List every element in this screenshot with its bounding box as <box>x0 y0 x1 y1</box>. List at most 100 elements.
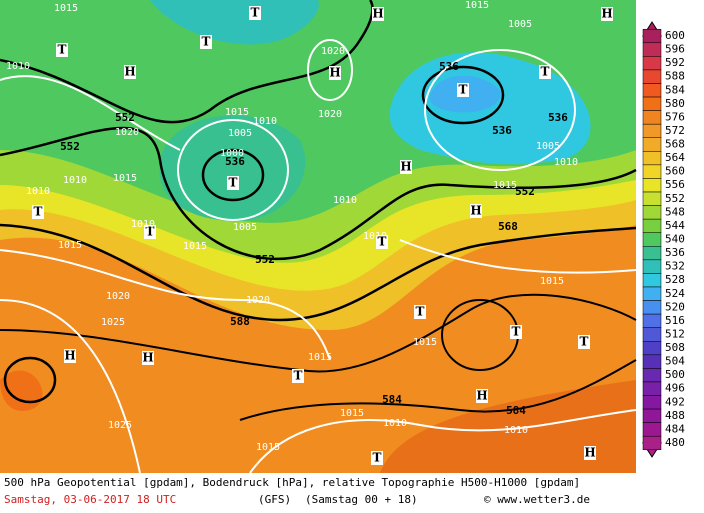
colorbar-swatch <box>642 123 662 139</box>
pressure-center: T <box>146 225 155 239</box>
pressure-center: H <box>142 351 153 365</box>
isobar-label: 1005 <box>508 19 532 30</box>
geopotential-label: 536 <box>439 60 459 73</box>
pressure-center: H <box>372 7 383 21</box>
geopotential-label: 552 <box>255 253 275 266</box>
isobar-label: 1015 <box>308 352 332 363</box>
isobar-label: 1010 <box>363 231 387 242</box>
colorbar-label: 524 <box>665 287 685 300</box>
geopotential-label: 588 <box>230 315 250 328</box>
colorbar-swatch <box>642 137 662 152</box>
colorbar-swatch <box>642 300 662 315</box>
pressure-center-box <box>457 83 469 97</box>
pressure-center: T <box>512 325 521 339</box>
pressure-center-box <box>376 235 388 249</box>
pressure-center: H <box>64 349 75 363</box>
pressure-center: T <box>229 176 238 190</box>
pressure-center: H <box>329 66 340 80</box>
pressure-center-box <box>578 335 590 349</box>
colorbar-swatch <box>642 341 662 356</box>
pressure-center: H <box>476 389 487 403</box>
isobar-label: 1015 <box>540 276 564 287</box>
isobar-label: 1015 <box>58 240 82 251</box>
colorbar-swatch <box>642 218 662 233</box>
pressure-center-box <box>142 351 154 365</box>
pressure-center: T <box>459 83 468 97</box>
isobar-label: 1020 <box>115 127 139 138</box>
colorbar-swatch <box>642 408 662 423</box>
colorbar-swatch <box>642 286 662 301</box>
geopotential-label: 536 <box>492 124 512 137</box>
colorbar-swatch <box>642 368 662 383</box>
colorbar-label: 492 <box>665 395 685 408</box>
colorbar-label: 480 <box>665 436 685 449</box>
pressure-center: H <box>400 160 411 174</box>
colorbar-label: 568 <box>665 138 685 151</box>
footer-model: (GFS) <box>258 493 291 506</box>
isobar-label: 1010 <box>554 157 578 168</box>
isobar-label: 1010 <box>6 61 30 72</box>
isobar-label: 1015 <box>225 107 249 118</box>
pressure-center-box <box>32 205 44 219</box>
colorbar-label: 572 <box>665 124 685 137</box>
colorbar-swatch <box>642 313 662 328</box>
isobar-label: 1005 <box>228 128 252 139</box>
geopotential-label: 552 <box>60 140 80 153</box>
colorbar-label: 564 <box>665 151 685 164</box>
colorbar-label: 592 <box>665 56 685 69</box>
pressure-center: T <box>202 35 211 49</box>
isobar-label: 1020 <box>318 109 342 120</box>
colorbar-swatch <box>642 435 662 451</box>
pressure-center-box <box>56 43 68 57</box>
pressure-center-box <box>227 176 239 190</box>
pressure-center: T <box>373 451 382 465</box>
isobar-label: 1025 <box>101 317 125 328</box>
isobar-label: 1015 <box>256 442 280 453</box>
pressure-center-box <box>124 65 136 79</box>
pressure-center: T <box>541 65 550 79</box>
colorbar-label: 508 <box>665 341 685 354</box>
pressure-center-box <box>144 225 156 239</box>
isobar-label: 1015 <box>340 408 364 419</box>
colorbar-label: 536 <box>665 246 685 259</box>
colorbar-label: 532 <box>665 260 685 273</box>
colorbar-swatch <box>642 259 662 274</box>
map-background <box>0 0 636 473</box>
pressure-center-box <box>64 349 76 363</box>
colorbar-label: 516 <box>665 314 685 327</box>
colorbar-label: 548 <box>665 205 685 218</box>
colorbar: 6005965925885845805765725685645605565525… <box>642 21 685 458</box>
colorbar-label: 576 <box>665 110 685 123</box>
pressure-center: T <box>58 43 67 57</box>
isobar-label: 1020 <box>321 46 345 57</box>
pressure-center-box <box>510 325 522 339</box>
isobar-label: 1010 <box>383 418 407 429</box>
pressure-center-box <box>476 389 488 403</box>
map-labels: T 1010 H 552 1020 552 1010 1015 1010 T T 1015 1010 10… <box>6 0 613 465</box>
footer-description: 500 hPa Geopotential [gpdam], Bodendruck… <box>4 476 580 489</box>
pressure-center-box <box>372 7 384 21</box>
pressure-center: T <box>580 335 589 349</box>
colorbar-label: 600 <box>665 29 685 42</box>
isobar-label: 1015 <box>493 180 517 191</box>
pressure-center-box <box>371 451 383 465</box>
colorbar-swatch <box>642 110 662 125</box>
footer-run: (Samstag 00 + 18) <box>305 493 418 506</box>
geopotential-label: 536 <box>225 155 245 168</box>
colorbar-label: 484 <box>665 422 685 435</box>
pressure-center-box <box>414 305 426 319</box>
pressure-center-box <box>601 7 613 21</box>
isobar-label: 1015 <box>183 241 207 252</box>
colorbar-swatch <box>642 273 662 288</box>
colorbar-label: 540 <box>665 233 685 246</box>
isobar-label: 1010 <box>333 195 357 206</box>
isobar-label: 1015 <box>413 337 437 348</box>
colorbar-label: 504 <box>665 355 685 368</box>
colorbar-label: 584 <box>665 83 685 96</box>
geopotential-label: 584 <box>506 404 526 417</box>
colorbar-label: 500 <box>665 368 685 381</box>
colorbar-swatch <box>642 246 662 261</box>
footer-background <box>0 473 636 513</box>
geopotential-label: 568 <box>498 220 518 233</box>
